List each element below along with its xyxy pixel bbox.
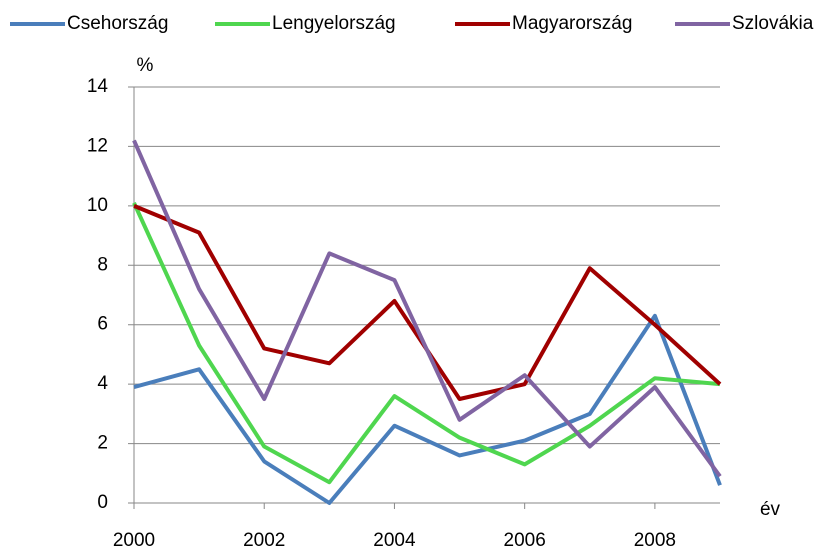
- y-axis-label: %: [137, 55, 154, 76]
- series-line: [133, 204, 722, 401]
- y-tick-label: 14: [87, 76, 109, 97]
- x-axis-label: év: [760, 499, 781, 520]
- legend-label: Lengyelország: [272, 13, 396, 34]
- x-tick-label: 2002: [243, 530, 285, 551]
- series-line: [133, 313, 722, 505]
- legend-label: Magyarország: [512, 13, 632, 34]
- x-tick-label: 2006: [504, 530, 546, 551]
- y-tick-label: 6: [97, 314, 108, 335]
- legend-label: Csehország: [67, 13, 168, 34]
- series-line: [132, 202, 721, 485]
- y-tick-label: 12: [87, 135, 108, 156]
- y-tick-label: 10: [87, 195, 108, 216]
- y-tick-label: 8: [97, 254, 108, 275]
- y-tick-label: 0: [97, 492, 108, 513]
- x-tick-label: 2004: [373, 530, 416, 551]
- series-line: [132, 139, 722, 478]
- legend-label: Szlovákia: [732, 13, 814, 34]
- x-tick-label: 2000: [113, 530, 155, 551]
- y-tick-label: 4: [97, 373, 108, 394]
- x-tick-label: 2008: [634, 530, 676, 551]
- y-tick-label: 2: [97, 433, 108, 454]
